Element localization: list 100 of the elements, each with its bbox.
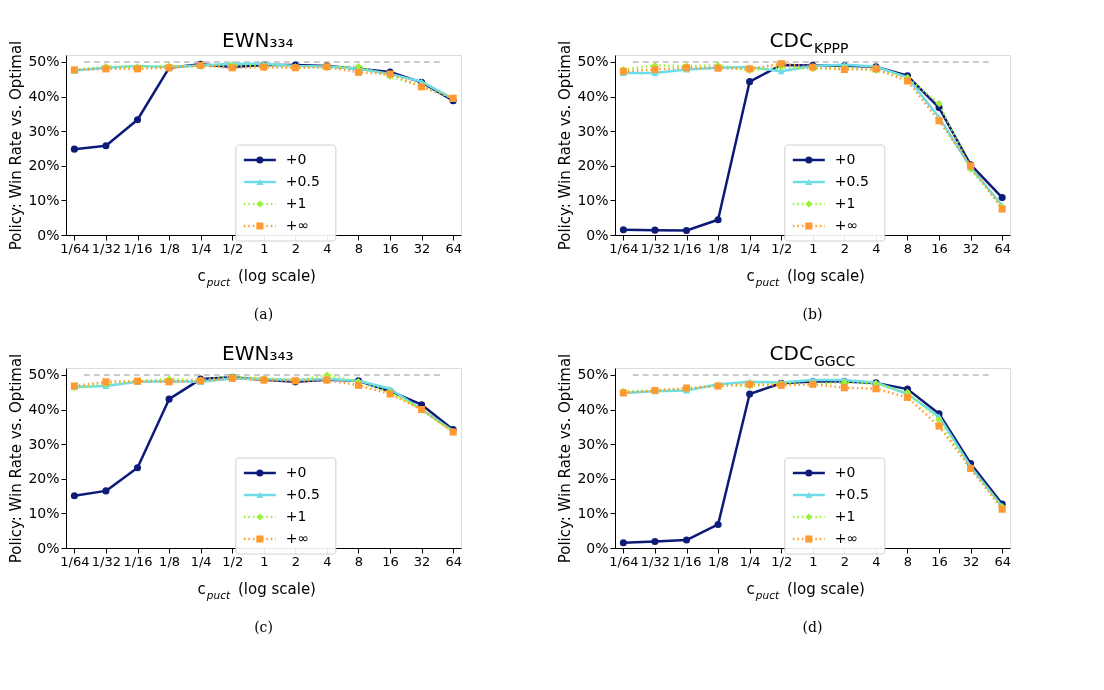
- x-tick-label: 1/8: [708, 240, 730, 256]
- y-tick-label: 10%: [577, 504, 609, 521]
- x-tick-label: 64: [445, 553, 462, 569]
- x-tick-label: 1/64: [609, 553, 639, 569]
- legend-label: +∞: [834, 217, 859, 233]
- chart-title: EWN₃₄₃: [222, 341, 294, 365]
- legend-label: +0: [834, 464, 856, 480]
- x-tick-label: 1/4: [190, 553, 212, 569]
- legend-label: +0.5: [834, 486, 869, 502]
- x-tick-label: 1/16: [123, 240, 153, 256]
- x-tick-label: 1: [809, 553, 818, 569]
- legend-label: +∞: [834, 530, 859, 546]
- legend-label: +∞: [285, 530, 310, 546]
- y-tick-label: 0%: [586, 539, 609, 556]
- y-tick-label: 0%: [586, 226, 609, 243]
- legend-label: +1: [285, 508, 307, 524]
- x-tick-label: 32: [962, 553, 980, 569]
- legend-label: +1: [834, 195, 856, 211]
- y-axis-title: Policy: Win Rate vs. Optimal: [7, 40, 26, 251]
- y-tick-label: 40%: [28, 401, 60, 418]
- legend-label: +0.5: [285, 173, 320, 189]
- x-tick-label: 1/32: [91, 553, 122, 569]
- y-tick-label: 20%: [577, 470, 609, 487]
- text: (b): [802, 306, 823, 322]
- x-tick-label: 1: [809, 240, 818, 256]
- x-tick-label: 1/8: [159, 240, 181, 256]
- x-tick-label: 2: [291, 240, 300, 256]
- x-tick-label: 1/2: [771, 553, 793, 569]
- x-tick-label: 1/32: [640, 240, 671, 256]
- x-tick-label: 32: [413, 240, 431, 256]
- x-tick-label: 1/4: [190, 240, 212, 256]
- y-tick-label: 50%: [28, 53, 60, 70]
- x-tick-label: 32: [962, 240, 980, 256]
- x-tick-label: 16: [382, 240, 399, 256]
- x-tick-label: 64: [994, 240, 1011, 256]
- x-tick-label: 1/4: [739, 240, 761, 256]
- y-tick-label: 20%: [577, 157, 609, 174]
- x-tick-label: 4: [872, 240, 881, 256]
- y-tick-label: 20%: [28, 470, 60, 487]
- x-tick-label: 1: [260, 553, 269, 569]
- legend-label: +0: [834, 151, 856, 167]
- chart-title: EWN₃₃₄: [222, 28, 294, 52]
- legend-label: +∞: [285, 217, 310, 233]
- x-tick-label: 1/64: [60, 553, 90, 569]
- x-tick-label: 1/32: [640, 553, 671, 569]
- y-tick-label: 30%: [577, 122, 609, 139]
- y-tick-label: 50%: [577, 366, 609, 383]
- x-tick-label: 1/8: [159, 553, 181, 569]
- x-tick-label: 1/16: [672, 240, 702, 256]
- legend-label: +1: [285, 195, 307, 211]
- x-tick-label: 4: [872, 553, 881, 569]
- y-tick-label: 20%: [28, 157, 60, 174]
- x-tick-label: 1/64: [60, 240, 90, 256]
- x-tick-label: 16: [931, 553, 948, 569]
- y-tick-label: 50%: [577, 53, 609, 70]
- y-tick-label: 40%: [577, 88, 609, 105]
- legend-label: +0.5: [285, 486, 320, 502]
- x-tick-label: 8: [354, 553, 364, 569]
- x-tick-label: 1/32: [91, 240, 122, 256]
- x-tick-label: 1/64: [609, 240, 639, 256]
- x-tick-label: 1/8: [708, 553, 730, 569]
- y-tick-label: 0%: [37, 539, 60, 556]
- y-tick-label: 10%: [28, 191, 60, 208]
- x-tick-label: 64: [445, 240, 462, 256]
- legend-label: +0: [285, 464, 307, 480]
- x-tick-label: 32: [413, 553, 431, 569]
- y-tick-label: 30%: [28, 122, 60, 139]
- x-tick-label: 16: [931, 240, 948, 256]
- text: (d): [802, 619, 823, 635]
- x-tick-label: 1/16: [672, 553, 702, 569]
- y-tick-label: 40%: [577, 401, 609, 418]
- x-tick-label: 2: [840, 553, 849, 569]
- y-axis-title: Policy: Win Rate vs. Optimal: [556, 40, 575, 251]
- x-tick-label: 2: [291, 553, 300, 569]
- x-tick-label: 1/2: [222, 240, 244, 256]
- y-axis-title: Policy: Win Rate vs. Optimal: [7, 353, 26, 564]
- x-tick-label: 8: [354, 240, 364, 256]
- x-tick-label: 1/2: [771, 240, 793, 256]
- x-tick-label: 2: [840, 240, 849, 256]
- y-tick-label: 50%: [28, 366, 60, 383]
- y-tick-label: 40%: [28, 88, 60, 105]
- x-tick-label: 1: [260, 240, 269, 256]
- x-tick-label: 4: [323, 553, 332, 569]
- y-axis-title: Policy: Win Rate vs. Optimal: [556, 353, 575, 564]
- x-tick-label: 1/16: [123, 553, 153, 569]
- y-tick-label: 30%: [577, 435, 609, 452]
- y-tick-label: 10%: [28, 504, 60, 521]
- x-tick-label: 8: [903, 553, 913, 569]
- legend-label: +0.5: [834, 173, 869, 189]
- x-tick-label: 8: [903, 240, 913, 256]
- x-tick-label: 64: [994, 553, 1011, 569]
- y-tick-label: 0%: [37, 226, 60, 243]
- text: (a): [253, 306, 274, 322]
- x-tick-label: 4: [323, 240, 332, 256]
- y-tick-label: 10%: [577, 191, 609, 208]
- text: (c): [254, 619, 273, 635]
- legend-label: +0: [285, 151, 307, 167]
- legend-label: +1: [834, 508, 856, 524]
- y-tick-label: 30%: [28, 435, 60, 452]
- x-tick-label: 16: [382, 553, 399, 569]
